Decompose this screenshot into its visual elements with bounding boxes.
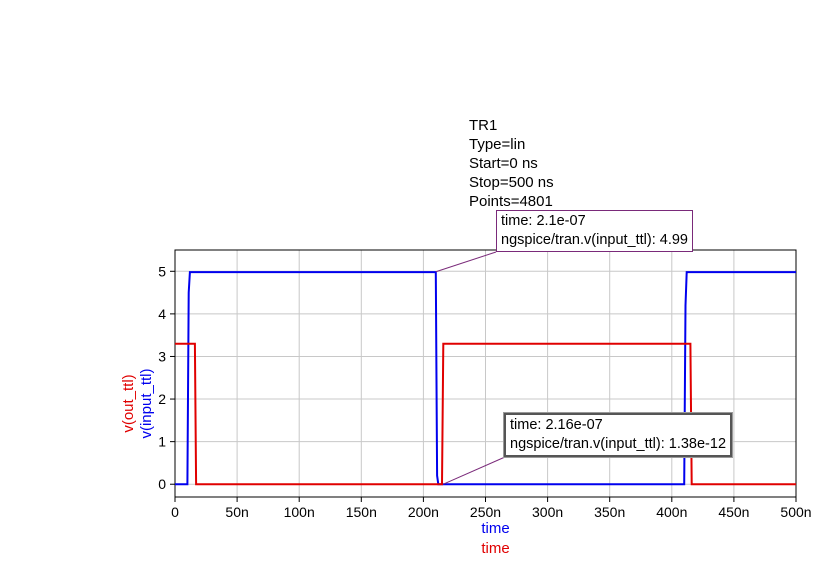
x-tick-label-10: 500n xyxy=(780,504,811,520)
x-tick-label-6: 300n xyxy=(532,504,563,520)
marker-2-leader xyxy=(443,456,506,485)
simulation-type: Type=lin xyxy=(469,136,526,153)
simulation-start: Start=0 ns xyxy=(469,155,538,172)
marker-label-2[interactable]: time: 2.16e-07 ngspice/tran.v(input_ttl)… xyxy=(504,413,733,457)
x-axis-label-output: time xyxy=(481,540,509,557)
y-tick-label-2: 2 xyxy=(158,391,166,407)
marker-label-1[interactable]: time: 2.1e-07 ngspice/tran.v(input_ttl):… xyxy=(496,210,693,252)
marker-2-value: ngspice/tran.v(input_ttl): 1.38e-12 xyxy=(510,436,727,452)
marker-1-leader xyxy=(435,251,497,273)
y-tick-label-5: 5 xyxy=(158,263,166,279)
x-tick-label-3: 150n xyxy=(346,504,377,520)
simulation-name: TR1 xyxy=(469,117,498,134)
x-axis-label-input: time xyxy=(481,520,509,537)
simulation-stop: Stop=500 ns xyxy=(469,174,554,191)
x-tick-label-5: 250n xyxy=(470,504,501,520)
y-tick-label-3: 3 xyxy=(158,348,166,364)
y-axis-label-input: v(input_ttl) xyxy=(138,368,155,438)
x-tick-label-1: 50n xyxy=(225,504,248,520)
series-line-out-ttl xyxy=(175,342,796,486)
y-axis-label-output: v(out_ttl) xyxy=(120,374,137,432)
marker-2-time: time: 2.16e-07 xyxy=(510,417,603,433)
x-tick-label-8: 400n xyxy=(656,504,687,520)
x-tick-label-2: 100n xyxy=(284,504,315,520)
x-tick-label-4: 200n xyxy=(408,504,439,520)
simulation-points: Points=4801 xyxy=(469,193,553,210)
x-tick-label-9: 450n xyxy=(718,504,749,520)
y-tick-label-1: 1 xyxy=(158,434,166,450)
series-line-input-ttl xyxy=(175,271,796,486)
marker-1-value: ngspice/tran.v(input_ttl): 4.99 xyxy=(501,232,688,248)
marker-1-time: time: 2.1e-07 xyxy=(501,213,586,229)
simulation-info: TR1 Type=lin Start=0 ns Stop=500 ns Poin… xyxy=(469,116,554,211)
x-tick-label-0: 0 xyxy=(171,504,179,520)
x-tick-label-7: 350n xyxy=(594,504,625,520)
y-tick-label-0: 0 xyxy=(158,476,166,492)
y-tick-label-4: 4 xyxy=(158,306,166,322)
